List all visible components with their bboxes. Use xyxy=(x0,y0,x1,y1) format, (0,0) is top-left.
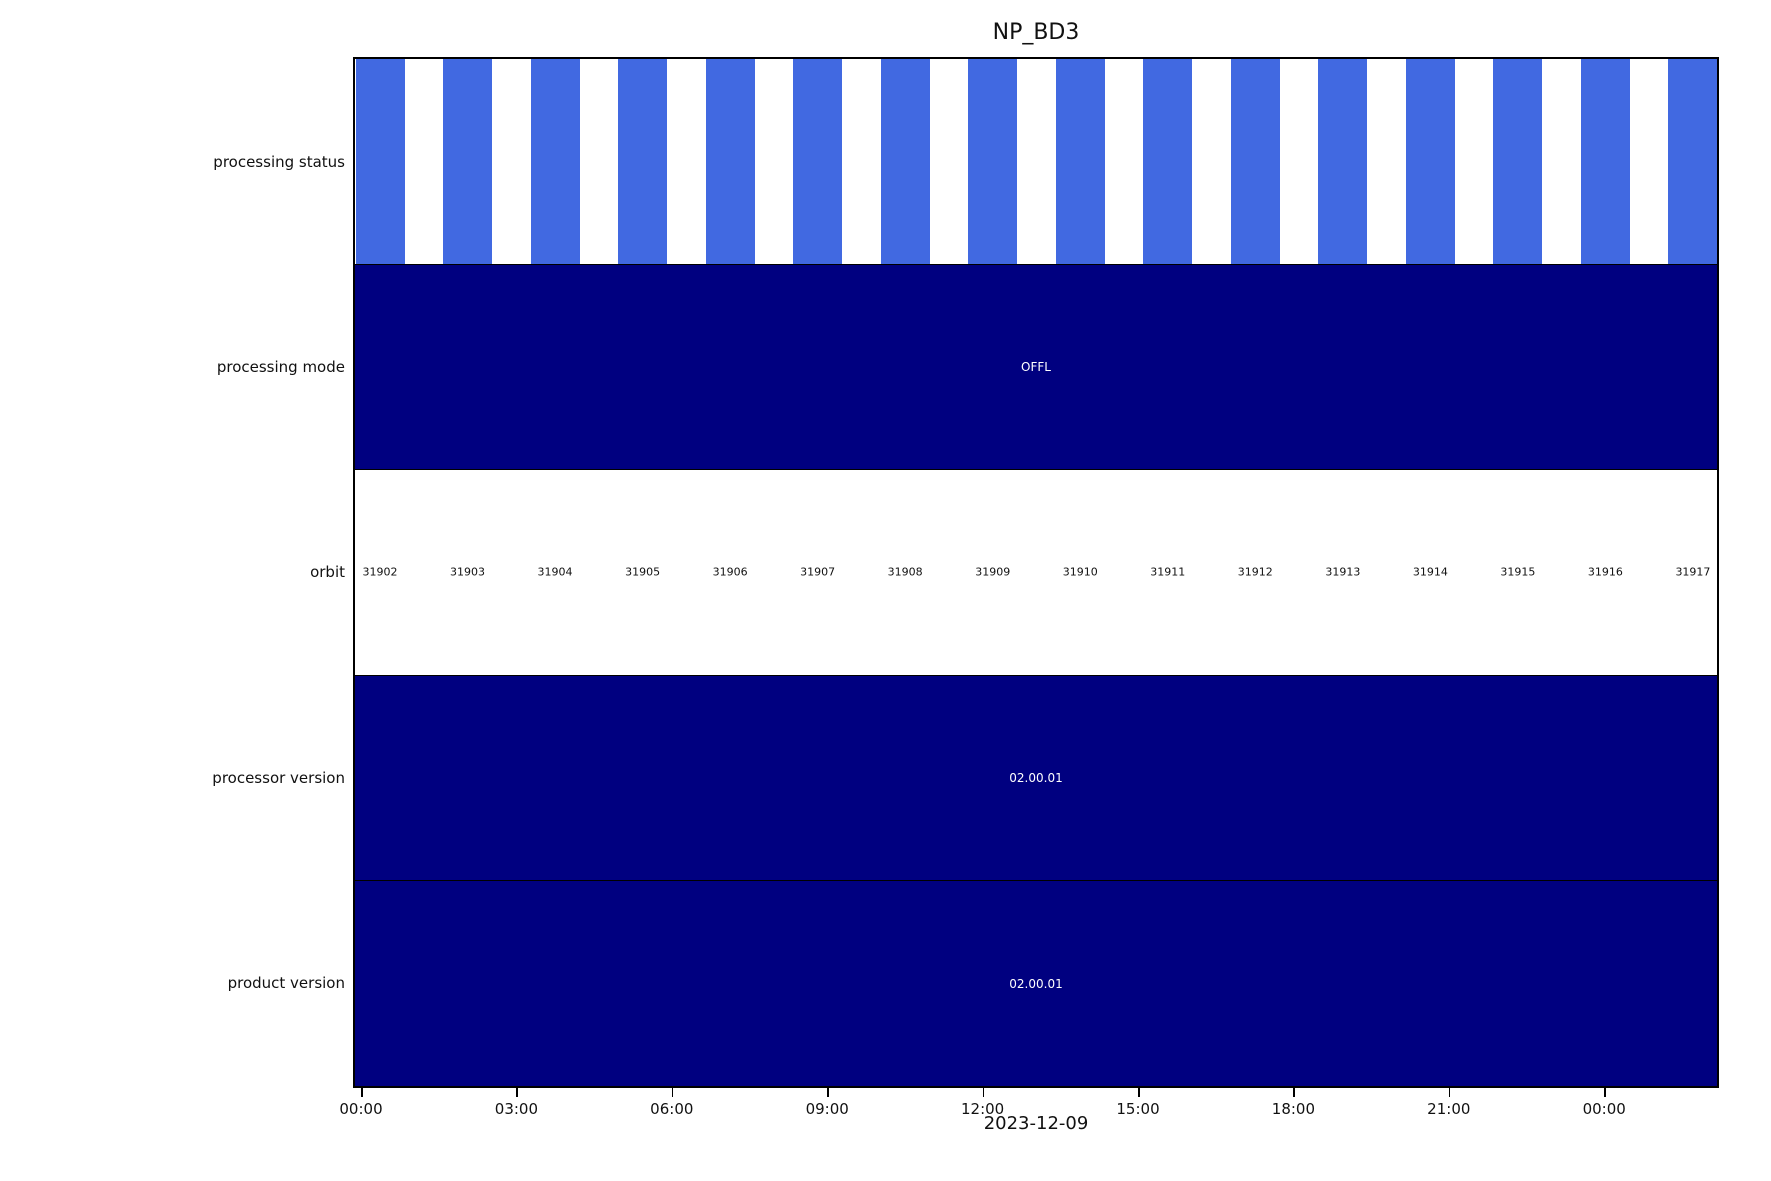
processing-mode-row: OFFL xyxy=(355,264,1717,471)
orbit-number: 31907 xyxy=(800,565,836,579)
processing-status-bar xyxy=(1230,59,1280,264)
processing-status-bar xyxy=(793,59,843,264)
row-label-orbit: orbit xyxy=(310,563,345,581)
processing-status-bar xyxy=(1318,59,1368,264)
row-label-processor-version: processor version xyxy=(212,769,345,787)
x-axis-tick-label: 21:00 xyxy=(1427,1100,1471,1118)
product-version-row: 02.00.01 xyxy=(355,881,1717,1086)
row-label-processing-mode: processing mode xyxy=(216,358,345,376)
x-axis-tick-label: 00:00 xyxy=(339,1100,383,1118)
x-axis-tick-mark xyxy=(516,1088,518,1097)
x-axis-tick-mark xyxy=(1448,1088,1451,1097)
orbit-number: 31902 xyxy=(362,565,398,579)
processing-status-row xyxy=(355,59,1717,265)
orbit-number: 31915 xyxy=(1500,565,1536,579)
processing-mode-value: OFFL xyxy=(1021,359,1051,374)
processing-status-bar xyxy=(705,59,755,264)
orbit-number: 31903 xyxy=(450,565,486,579)
processing-status-bar xyxy=(880,59,930,264)
orbit-row: 31902 31903 31904 31905 31906 31907 31908 31909… xyxy=(355,470,1717,676)
processing-status-bar xyxy=(355,59,405,264)
x-axis-tick-label: 18:00 xyxy=(1271,1100,1316,1118)
orbit-number: 31912 xyxy=(1237,565,1273,579)
x-axis-date-label: 2023-12-09 xyxy=(983,1113,1089,1134)
x-axis-tick-mark xyxy=(1293,1088,1295,1097)
processing-status-bar xyxy=(1405,59,1455,264)
processing-status-bar xyxy=(443,59,493,264)
x-axis-tick-mark xyxy=(1604,1088,1606,1097)
processing-status-bar xyxy=(1668,59,1717,264)
orbit-number: 31916 xyxy=(1587,565,1623,579)
x-axis-tick-mark xyxy=(361,1088,363,1097)
orbit-number: 31911 xyxy=(1150,565,1186,579)
orbit-number: 31905 xyxy=(625,565,661,579)
processing-status-bar xyxy=(618,59,668,264)
x-axis-tick-mark xyxy=(982,1088,985,1097)
x-axis: 00:00 03:00 06:00 09:00 12:00 15:00 18:00 21:00… xyxy=(339,1088,1719,1148)
row-label-product-version: product version xyxy=(227,974,345,992)
x-axis-tick-mark xyxy=(671,1088,674,1097)
plot-area: OFFL 31902 31903 31904 31905 31906 31907 31908… xyxy=(353,57,1719,1088)
orbit-number: 31914 xyxy=(1412,565,1448,579)
orbit-number: 31913 xyxy=(1325,565,1361,579)
x-axis-tick-label: 12:00 xyxy=(960,1100,1005,1118)
product-version-value: 02.00.01 xyxy=(1009,976,1063,991)
x-axis-tick-label: 00:00 xyxy=(1582,1100,1626,1118)
x-axis-tick-mark xyxy=(1138,1088,1140,1097)
orbit-number: 31904 xyxy=(537,565,573,579)
processing-status-bar xyxy=(1493,59,1543,264)
x-axis-tick-mark xyxy=(827,1088,829,1097)
processing-status-bar xyxy=(1580,59,1630,264)
processor-version-row: 02.00.01 xyxy=(355,675,1717,882)
orbit-number: 31908 xyxy=(887,565,923,579)
processing-status-bar xyxy=(530,59,580,264)
orbit-number: 31917 xyxy=(1675,565,1711,579)
processing-status-bar xyxy=(1055,59,1105,264)
row-label-processing-status: processing status xyxy=(213,153,345,171)
orbit-number: 31906 xyxy=(712,565,748,579)
processing-status-bar xyxy=(1143,59,1193,264)
orbit-number: 31909 xyxy=(975,565,1011,579)
x-axis-tick-label: 03:00 xyxy=(494,1100,539,1118)
x-axis-tick-label: 15:00 xyxy=(1116,1100,1160,1118)
x-axis-tick-label: 09:00 xyxy=(805,1100,849,1118)
processor-version-value: 02.00.01 xyxy=(1009,771,1063,786)
processing-status-bar xyxy=(968,59,1018,264)
orbit-number: 31910 xyxy=(1062,565,1098,579)
x-axis-tick-label: 06:00 xyxy=(650,1100,694,1118)
chart-title: NP_BD3 xyxy=(992,20,1080,45)
